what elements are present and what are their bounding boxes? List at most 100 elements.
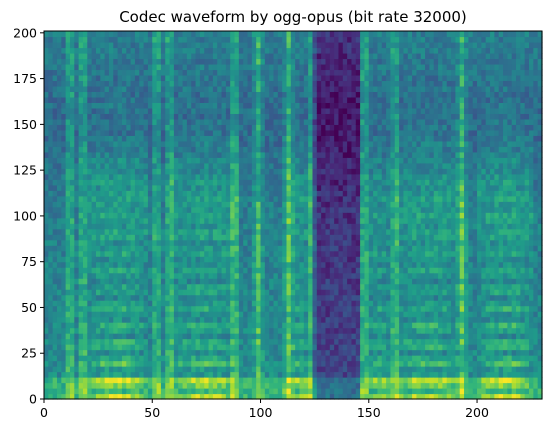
heatmap-cell bbox=[113, 36, 119, 43]
heatmap-cell bbox=[238, 261, 244, 268]
heatmap-cell bbox=[329, 322, 335, 329]
heatmap-cell bbox=[256, 327, 262, 334]
heatmap-cell bbox=[251, 245, 257, 252]
heatmap-cell bbox=[69, 382, 75, 389]
heatmap-cell bbox=[104, 157, 110, 164]
heatmap-cell bbox=[78, 80, 84, 87]
heatmap-cell bbox=[74, 179, 80, 186]
heatmap-cell bbox=[217, 102, 223, 109]
heatmap-cell bbox=[126, 80, 132, 87]
heatmap-cell bbox=[78, 118, 84, 125]
heatmap-cell bbox=[191, 261, 197, 268]
heatmap-cell bbox=[199, 31, 205, 38]
heatmap-cell bbox=[147, 267, 153, 274]
heatmap-cell bbox=[329, 184, 335, 191]
heatmap-cell bbox=[308, 261, 314, 268]
heatmap-cell bbox=[299, 206, 305, 213]
heatmap-cell bbox=[342, 382, 348, 389]
heatmap-cell bbox=[208, 234, 214, 241]
heatmap-cell bbox=[173, 157, 179, 164]
heatmap-cell bbox=[299, 305, 305, 312]
heatmap-cell bbox=[186, 338, 192, 345]
heatmap-cell bbox=[303, 217, 309, 224]
heatmap-cell bbox=[286, 344, 292, 351]
heatmap-cell bbox=[82, 58, 88, 65]
heatmap-cell bbox=[48, 113, 54, 120]
heatmap-cell bbox=[277, 338, 283, 345]
heatmap-cell bbox=[351, 371, 357, 378]
heatmap-cell bbox=[186, 157, 192, 164]
heatmap-cell bbox=[199, 344, 205, 351]
heatmap-cell bbox=[121, 300, 127, 307]
heatmap-cell bbox=[44, 47, 49, 54]
heatmap-cell bbox=[61, 179, 67, 186]
heatmap-cell bbox=[121, 223, 127, 230]
heatmap-cell bbox=[95, 245, 101, 252]
heatmap-cell bbox=[139, 184, 145, 191]
heatmap-cell bbox=[82, 366, 88, 373]
heatmap-cell bbox=[321, 223, 327, 230]
heatmap-cell bbox=[204, 322, 210, 329]
heatmap-cell bbox=[230, 344, 236, 351]
heatmap-cell bbox=[234, 366, 240, 373]
heatmap-cell bbox=[225, 338, 231, 345]
heatmap-cell bbox=[195, 267, 201, 274]
heatmap-cell bbox=[91, 256, 97, 263]
heatmap-cell bbox=[277, 124, 283, 131]
heatmap-cell bbox=[342, 349, 348, 356]
heatmap-cell bbox=[251, 300, 257, 307]
heatmap-cell bbox=[52, 261, 58, 268]
heatmap-cell bbox=[303, 388, 309, 395]
heatmap-cell bbox=[247, 157, 253, 164]
heatmap-cell bbox=[56, 261, 62, 268]
heatmap-cell bbox=[104, 239, 110, 246]
heatmap-cell bbox=[74, 206, 80, 213]
heatmap-cell bbox=[100, 74, 106, 82]
heatmap-cell bbox=[56, 80, 62, 87]
heatmap-cell bbox=[195, 151, 201, 158]
heatmap-cell bbox=[308, 316, 314, 323]
heatmap-cell bbox=[74, 366, 80, 373]
heatmap-cell bbox=[204, 344, 210, 351]
heatmap-cell bbox=[351, 355, 357, 362]
heatmap-cell bbox=[282, 344, 288, 351]
heatmap-cell bbox=[334, 393, 340, 400]
heatmap-cell bbox=[199, 36, 205, 43]
heatmap-cell bbox=[303, 162, 309, 169]
heatmap-cell bbox=[143, 107, 149, 114]
heatmap-cell bbox=[355, 322, 361, 329]
heatmap-cell bbox=[286, 124, 292, 131]
heatmap-cell bbox=[152, 58, 158, 65]
heatmap-cell bbox=[256, 333, 262, 340]
heatmap-cell bbox=[104, 338, 110, 345]
heatmap-cell bbox=[234, 267, 240, 274]
heatmap-cell bbox=[48, 311, 54, 318]
heatmap-cell bbox=[156, 69, 162, 76]
heatmap-cell bbox=[104, 91, 110, 98]
heatmap-cell bbox=[225, 234, 231, 241]
heatmap-cell bbox=[182, 360, 188, 367]
heatmap-cell bbox=[264, 91, 270, 98]
heatmap-cell bbox=[169, 80, 175, 87]
heatmap-cell bbox=[247, 388, 253, 395]
heatmap-cell bbox=[273, 377, 279, 384]
heatmap-cell bbox=[290, 96, 296, 103]
heatmap-cell bbox=[113, 360, 119, 367]
heatmap-cell bbox=[91, 338, 97, 345]
heatmap-cell bbox=[139, 80, 145, 87]
heatmap-cell bbox=[178, 217, 184, 224]
heatmap-cell bbox=[221, 113, 227, 120]
heatmap-cell bbox=[147, 91, 153, 98]
heatmap-cell bbox=[243, 261, 249, 268]
heatmap-cell bbox=[95, 344, 101, 351]
heatmap-cell bbox=[347, 349, 353, 356]
heatmap-cell bbox=[44, 140, 49, 147]
heatmap-cell bbox=[130, 146, 136, 153]
heatmap-cell bbox=[95, 74, 101, 82]
heatmap-cell bbox=[221, 250, 227, 257]
heatmap-cell bbox=[351, 113, 357, 120]
heatmap-cell bbox=[334, 179, 340, 186]
heatmap-cell bbox=[113, 69, 119, 76]
heatmap-cell bbox=[130, 124, 136, 131]
heatmap-cell bbox=[139, 47, 145, 54]
